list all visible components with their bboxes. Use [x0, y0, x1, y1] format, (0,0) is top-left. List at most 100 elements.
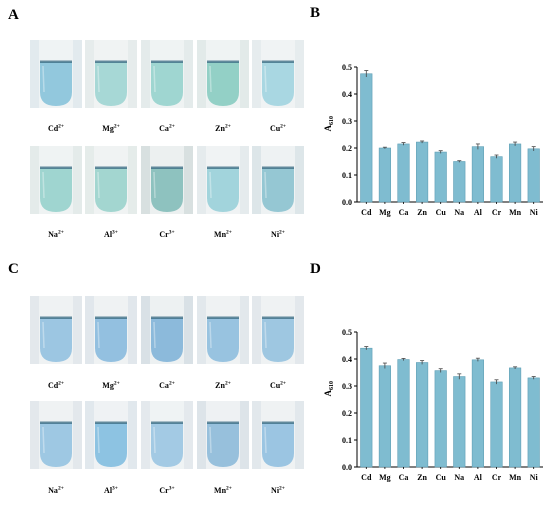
y-tick-label: 0.2: [342, 144, 352, 153]
panel-label-b: B: [310, 5, 321, 21]
tube-label: Na2+: [30, 230, 82, 240]
tube-photo: [30, 40, 82, 108]
ion-symbol: Ni: [271, 486, 280, 495]
tube-label: Ca2+: [141, 124, 193, 134]
x-tick-label: Cd: [361, 473, 372, 482]
ion-charge: 3+: [168, 229, 175, 236]
ion-charge: 2+: [168, 123, 175, 130]
x-tick-label: Ca: [399, 473, 409, 482]
ion-symbol: Al: [104, 486, 113, 495]
y-tick-label: 0.5: [342, 63, 352, 72]
ion-symbol: Mg: [102, 381, 114, 390]
bar: [360, 347, 373, 468]
bar: [397, 359, 410, 468]
tube-photo: [197, 146, 249, 214]
panel-label-d: D: [310, 261, 321, 277]
ion-charge: 2+: [224, 123, 231, 130]
bar: [416, 362, 429, 468]
tube-label: Cr3+: [141, 230, 193, 240]
ion-charge: 2+: [113, 123, 120, 130]
ion-symbol: Zn: [215, 124, 225, 133]
ion-symbol: Al: [104, 230, 113, 239]
tube-label: Ni2+: [252, 230, 304, 240]
tube-label: Na2+: [30, 486, 82, 496]
tube-label: Zn2+: [197, 124, 249, 134]
tube-label: Al3+: [85, 230, 137, 240]
x-tick-label: Mn: [509, 473, 522, 482]
tube-label: Ca2+: [141, 381, 193, 391]
y-tick-label: 0.1: [342, 436, 352, 445]
x-tick-label: Mg: [379, 208, 391, 217]
ion-charge: 2+: [57, 485, 64, 492]
tube-photo: [141, 401, 193, 469]
bar: [397, 143, 410, 203]
ion-symbol: Ni: [271, 230, 280, 239]
x-tick-label: Cr: [492, 473, 502, 482]
tube-photo: [30, 296, 82, 364]
x-tick-label: Cu: [436, 473, 447, 482]
tube-label: Mg2+: [85, 124, 137, 134]
x-tick-label: Mg: [379, 473, 391, 482]
ion-symbol: Ca: [159, 381, 169, 390]
ion-charge: 2+: [226, 485, 232, 492]
ion-charge: 2+: [113, 380, 120, 387]
bar-chart-b: 0.0 0.1 0.2 0.3 0.4 0.5 A610 Cd Mg Ca Zn Cu Na Al Cr Mn…: [323, 55, 547, 235]
bar: [471, 146, 484, 203]
x-tick-label: Cr: [492, 208, 502, 217]
tube-photo: [197, 40, 249, 108]
ion-charge: 3+: [112, 229, 118, 236]
ion-charge: 2+: [280, 123, 287, 130]
ion-symbol: Mn: [214, 230, 227, 239]
tube-photo: [30, 146, 82, 214]
tube-label: Cu2+: [252, 381, 304, 391]
ion-charge: 3+: [112, 485, 118, 492]
ion-charge: 2+: [226, 229, 232, 236]
x-tick-label: Zn: [417, 208, 427, 217]
tube-label: Cd2+: [30, 124, 82, 134]
ion-symbol: Cr: [159, 486, 169, 495]
ion-charge: 2+: [168, 380, 175, 387]
tube-photo: [252, 401, 304, 469]
tube-photo: [85, 401, 137, 469]
tube-label: Zn2+: [197, 381, 249, 391]
ion-charge: 2+: [58, 123, 65, 130]
ion-symbol: Na: [48, 230, 58, 239]
y-tick-label: 0.0: [342, 198, 352, 207]
x-tick-label: Al: [474, 473, 483, 482]
bar: [434, 151, 447, 203]
tube-photo: [85, 146, 137, 214]
x-tick-label: Na: [454, 208, 464, 217]
x-tick-label: Ni: [530, 208, 539, 217]
bar: [527, 148, 540, 203]
tube-label: Al3+: [85, 486, 137, 496]
tube-label: Mn2+: [197, 486, 249, 496]
bar: [453, 161, 466, 203]
tube-photo: [252, 40, 304, 108]
tube-photo: [141, 296, 193, 364]
tube-photo: [197, 296, 249, 364]
tube-label: Ni2+: [252, 486, 304, 496]
tube-photo: [30, 401, 82, 469]
x-tick-label: Na: [454, 473, 464, 482]
x-tick-label: Ca: [399, 208, 409, 217]
x-tick-label: Mn: [509, 208, 522, 217]
x-tick-label: Al: [474, 208, 483, 217]
bar: [453, 376, 466, 468]
y-tick-label: 0.3: [342, 382, 352, 391]
ion-charge: 2+: [58, 380, 65, 387]
y-tick-label: 0.3: [342, 117, 352, 126]
bar: [490, 381, 503, 468]
ion-charge: 3+: [168, 485, 175, 492]
ion-charge: 2+: [57, 229, 64, 236]
ion-symbol: Cd: [47, 124, 59, 133]
y-tick-label: 0.4: [342, 355, 352, 364]
y-axis-label: A610: [323, 381, 335, 397]
y-tick-label: 0.0: [342, 463, 352, 472]
x-tick-label: Cd: [361, 208, 372, 217]
bar: [416, 141, 429, 203]
tube-photo: [85, 40, 137, 108]
panel-label-c: C: [8, 261, 19, 277]
y-tick-label: 0.1: [342, 171, 352, 180]
bar: [509, 367, 522, 468]
